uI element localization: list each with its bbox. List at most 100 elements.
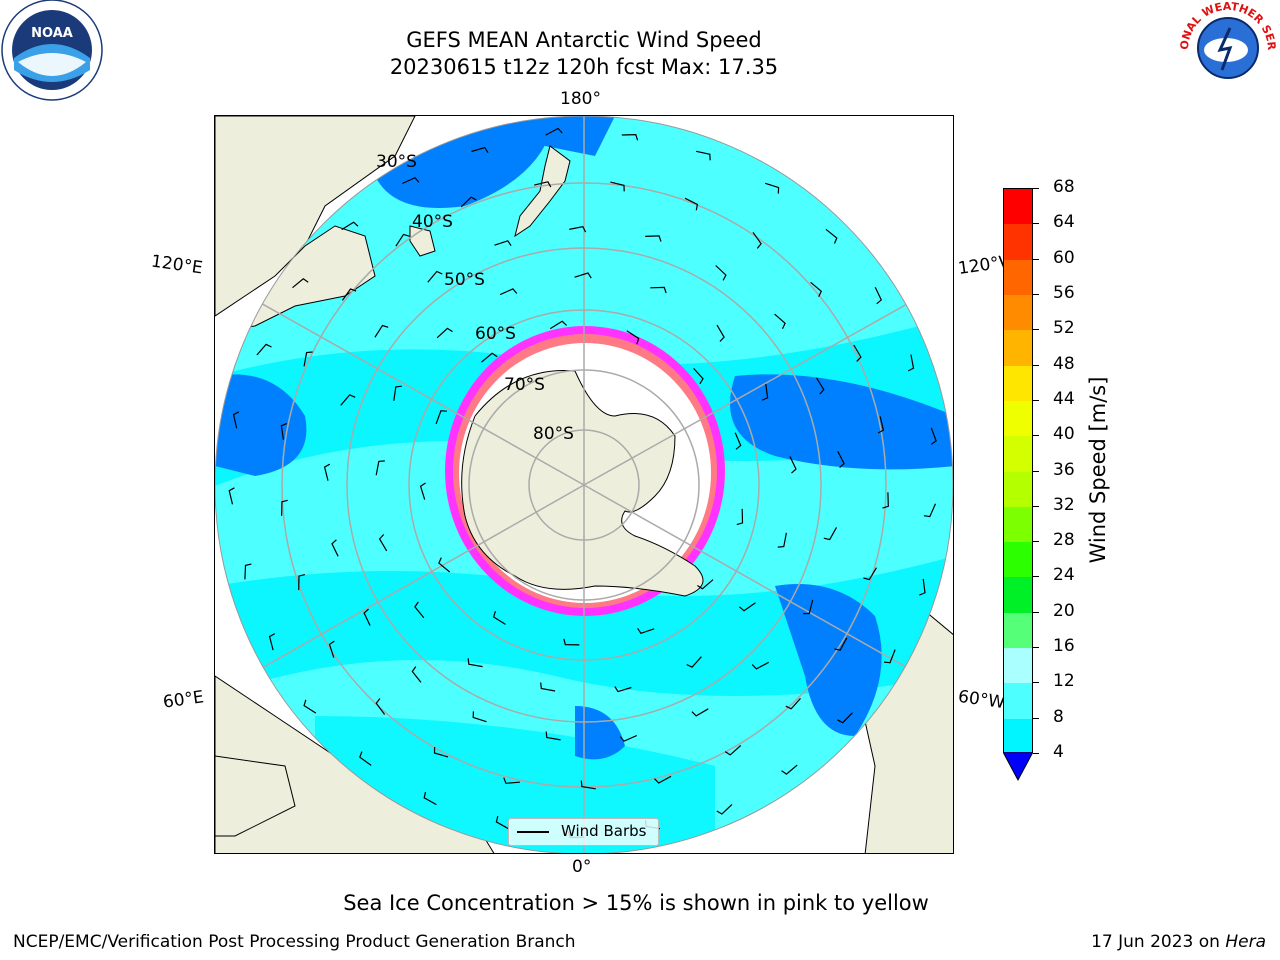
- wind-barb: [375, 460, 385, 476]
- wind-barb: [724, 745, 742, 756]
- colorbar-tickmark: [1033, 576, 1039, 578]
- colorbar-tickmark: [1033, 717, 1039, 719]
- colorbar: [1003, 188, 1033, 755]
- wind-barb: [374, 324, 389, 338]
- wind-barb: [697, 579, 714, 590]
- colorbar-tickmark: [1033, 541, 1039, 543]
- colorbar-segment: [1004, 400, 1032, 438]
- colorbar-tick-label: 8: [1053, 706, 1064, 727]
- lat-label-50s: 50°S: [444, 270, 485, 290]
- wind-barb: [540, 682, 556, 692]
- wind-barb: [433, 746, 449, 758]
- colorbar-tickmark: [1033, 188, 1039, 189]
- lat-label-40s: 40°S: [412, 212, 453, 232]
- colorbar-tickmark: [1033, 364, 1039, 366]
- wind-barb: [834, 637, 848, 651]
- colorbar-tick-label: 56: [1053, 282, 1075, 303]
- wind-barb: [781, 764, 798, 775]
- wind-barb: [684, 197, 699, 211]
- lon-label-0: 0°: [572, 857, 592, 877]
- lat-label-60s: 60°S: [475, 324, 516, 344]
- wind-barb: [777, 532, 787, 548]
- wind-barb: [328, 640, 335, 658]
- wind-barb: [825, 228, 838, 244]
- colorbar-tickmark: [1033, 647, 1039, 649]
- nws-logo-icon: NATIONAL WEATHER SERVICE: [1178, 0, 1278, 94]
- colorbar-tick-label: 40: [1053, 424, 1075, 445]
- wind-barb: [244, 563, 252, 580]
- colorbar-tick-label: 20: [1053, 600, 1075, 621]
- footer-org: NCEP/EMC/Verification Post Processing Pr…: [13, 932, 576, 952]
- wind-barb: [423, 791, 437, 806]
- wind-barb: [375, 698, 386, 715]
- colorbar-tick-label: 36: [1053, 459, 1075, 480]
- wind-barb: [626, 330, 640, 345]
- wind-barb: [499, 288, 518, 296]
- map-area: [214, 115, 954, 854]
- wind-barb: [411, 666, 422, 683]
- lat-label-80s: 80°S: [533, 424, 574, 444]
- wind-barb: [789, 456, 797, 474]
- wind-barb: [815, 377, 825, 395]
- wind-barb: [292, 278, 309, 289]
- wind-barb: [494, 240, 512, 247]
- wind-barb: [716, 324, 725, 342]
- wind-barb: [574, 272, 592, 279]
- wind-barb: [686, 656, 702, 668]
- wind-barb: [435, 410, 447, 425]
- colorbar-tickmark: [1033, 258, 1039, 260]
- colorbar-tick-label: 68: [1053, 177, 1075, 197]
- colorbar-tick-label: 64: [1053, 212, 1075, 233]
- wind-barb: [393, 385, 402, 401]
- wind-barb: [419, 482, 426, 500]
- wind-barb: [414, 601, 425, 619]
- colorbar-tick-label: 44: [1053, 388, 1075, 409]
- colorbar-tick-label: 28: [1053, 530, 1075, 551]
- colorbar-segment: [1004, 471, 1032, 508]
- wind-barb: [281, 499, 288, 516]
- sea-ice-note: Sea Ice Concentration > 15% is shown in …: [343, 891, 929, 915]
- lat-label-30s: 30°S: [376, 152, 417, 172]
- wind-barb: [930, 427, 937, 445]
- legend-label: Wind Barbs: [561, 822, 647, 840]
- wind-barb: [877, 416, 885, 434]
- wind-barb: [495, 815, 509, 830]
- colorbar-segment: [1004, 577, 1032, 614]
- colorbar-segment: [1004, 189, 1032, 226]
- wind-barb: [323, 463, 331, 481]
- footer-date: 17 Jun 2023 on Hera: [1091, 932, 1266, 952]
- wind-barb: [298, 574, 306, 591]
- wind-barb: [534, 181, 552, 188]
- wind-barb: [882, 492, 889, 509]
- wind-barb: [853, 344, 862, 362]
- wind-barb: [545, 127, 563, 136]
- wind-barb: [549, 320, 568, 330]
- colorbar-tickmark: [1033, 399, 1039, 401]
- footer-date-text: 17 Jun 2023 on: [1091, 932, 1220, 952]
- wind-barb: [621, 133, 639, 141]
- wind-barb: [693, 367, 704, 385]
- colorbar-tickmark: [1033, 435, 1039, 437]
- colorbar-tickmark: [1033, 682, 1039, 684]
- wind-barb: [614, 686, 632, 693]
- colorbar-tick-label: 24: [1053, 565, 1075, 586]
- noaa-logo-text: NOAA: [31, 26, 73, 41]
- wind-barb: [545, 731, 561, 741]
- wind-barb: [467, 658, 483, 668]
- colorbar-extend-arrow: [1003, 752, 1033, 782]
- colorbar-segment: [1004, 683, 1032, 720]
- wind-barb: [823, 527, 838, 541]
- wind-barb: [256, 343, 272, 356]
- wind-barb: [395, 233, 410, 247]
- colorbar-segment: [1004, 436, 1032, 473]
- lon-label-180: 180°: [560, 89, 601, 109]
- lon-label-60w: 60°W: [956, 686, 1007, 714]
- wind-barb: [919, 578, 926, 596]
- colorbar-tick-label: 4: [1053, 742, 1064, 762]
- wind-barb: [232, 411, 240, 429]
- wind-barb: [907, 354, 915, 372]
- colorbar-tickmark: [1033, 223, 1039, 225]
- wind-barb: [695, 150, 711, 161]
- colorbar-segment: [1004, 648, 1032, 685]
- wind-barb: [280, 422, 288, 440]
